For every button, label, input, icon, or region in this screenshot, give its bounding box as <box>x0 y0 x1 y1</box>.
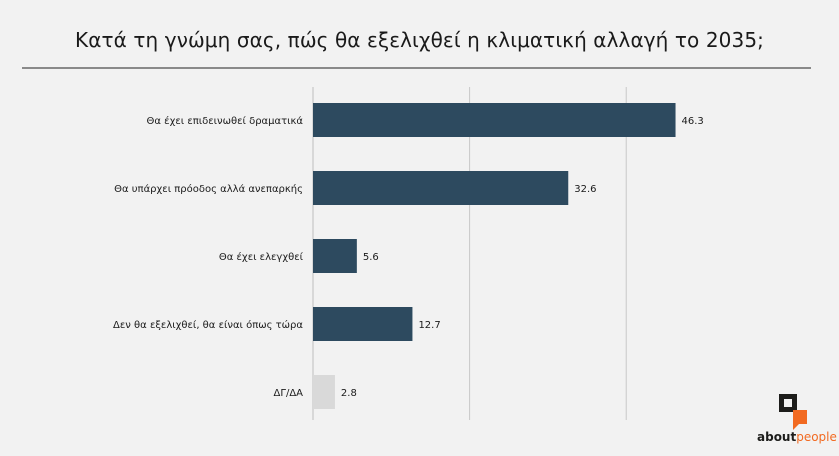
bar <box>313 375 335 409</box>
bar <box>313 171 569 205</box>
category-label: Δεν θα εξελιχθεί, θα είναι όπως τώρα <box>113 319 303 331</box>
bar <box>313 307 413 341</box>
category-label: Θα υπάρχει πρόοδος αλλά ανεπαρκής <box>114 183 303 195</box>
title-divider <box>22 67 811 69</box>
category-label: Θα έχει ελεγχθεί <box>219 251 304 263</box>
bar <box>313 239 357 273</box>
brand-name-light: people <box>796 430 837 444</box>
category-label: Θα έχει επιδεινωθεί δραματικά <box>147 115 304 127</box>
value-label: 5.6 <box>363 252 379 263</box>
value-label: 46.3 <box>682 116 704 127</box>
value-label: 12.7 <box>418 320 440 331</box>
brand-logo: aboutpeople <box>757 392 837 448</box>
value-label: 2.8 <box>341 388 357 399</box>
brand-name-bold: about <box>757 430 797 444</box>
brand-name: aboutpeople <box>757 430 837 444</box>
logo-mark-icon <box>779 394 807 430</box>
bar <box>313 103 676 137</box>
category-label: ΔΓ/ΔΑ <box>274 388 304 399</box>
value-label: 32.6 <box>574 184 596 195</box>
chart-title: Κατά τη γνώμη σας, πώς θα εξελιχθεί η κλ… <box>75 28 764 52</box>
